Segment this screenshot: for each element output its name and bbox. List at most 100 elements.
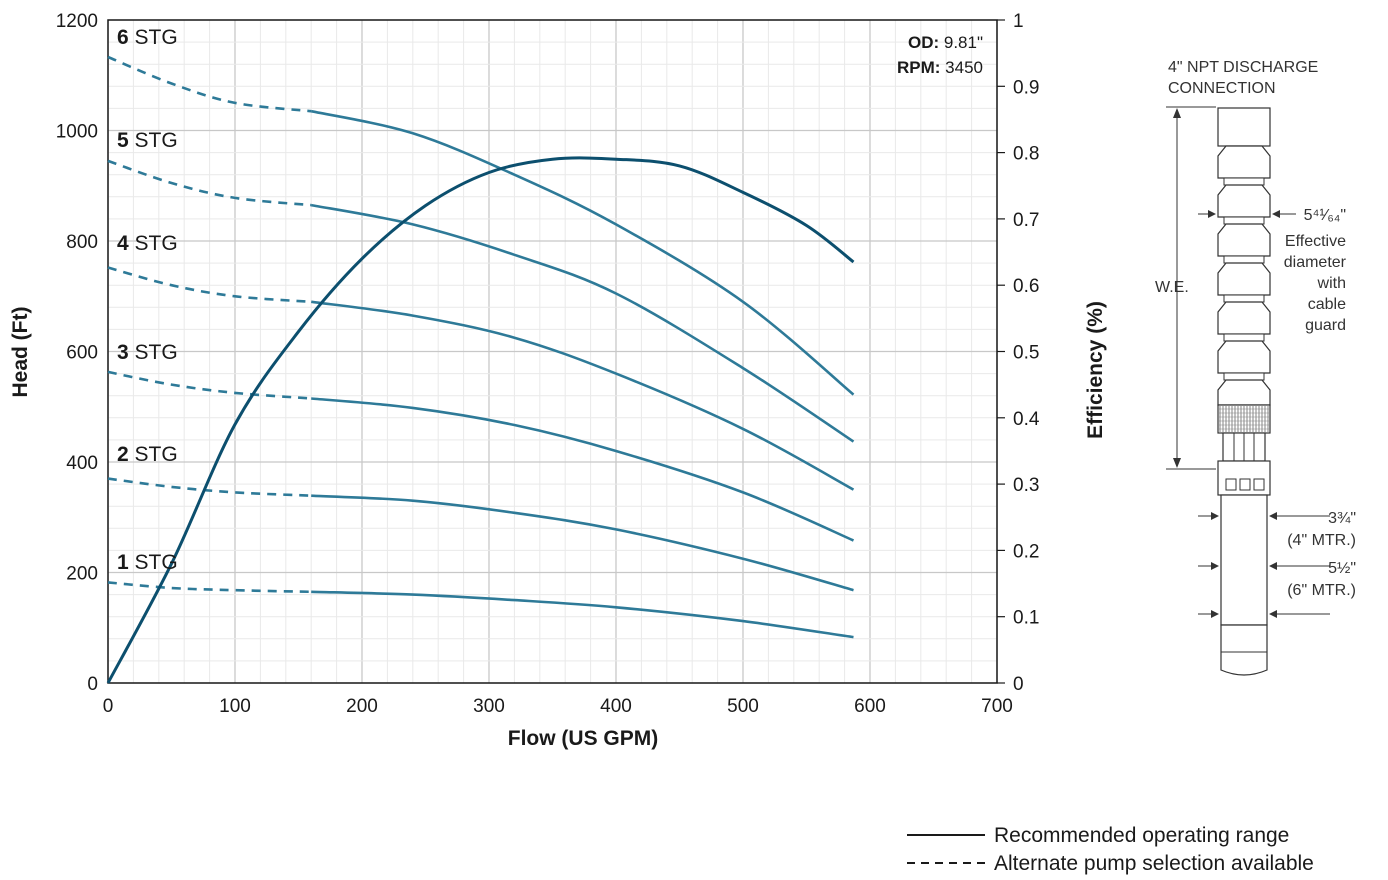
x-axis-title: Flow (US GPM) [508, 727, 659, 750]
diameter-desc-line: Effective [1285, 233, 1346, 250]
y2-axis-title: Efficiency (%) [1084, 301, 1107, 439]
stage-label: 6 STG [117, 26, 178, 49]
x-tick-label: 600 [854, 696, 886, 717]
motor6-arrow-right-head [1269, 562, 1277, 570]
motor4-arrow-right-head [1269, 512, 1277, 520]
head-curve-stage-5-dashed [107, 159, 312, 207]
efficiency-curve [106, 156, 855, 684]
od-info: OD: 9.81" [908, 33, 983, 52]
head-curve-stage-1-dashed [107, 581, 312, 594]
y-tick-label: 800 [66, 232, 98, 253]
stage-bowl [1217, 262, 1271, 296]
diameter-desc-line: cable [1308, 296, 1346, 313]
y-tick-label: 0 [87, 674, 98, 695]
y2-tick-label: 0.8 [1013, 144, 1039, 165]
diameter-desc-line: with [1317, 275, 1346, 292]
suction-bowl [1217, 379, 1271, 406]
y2-tick-label: 1 [1013, 11, 1024, 32]
head-curve-stage-3-dashed [107, 370, 312, 400]
head-curve-stage-4 [311, 300, 855, 491]
y2-tick-label: 0.1 [1013, 608, 1039, 629]
diameter-desc-line: guard [1305, 317, 1346, 334]
intake-mesh [1219, 406, 1269, 432]
motor-bottom-arrow-right-head [1269, 610, 1277, 618]
we-arrow-bottom [1173, 458, 1181, 468]
y2-tick-label: 0.4 [1013, 409, 1040, 430]
diameter-value: 5⁴¹⁄₆₄" [1304, 207, 1346, 224]
diameter-desc-line: diameter [1284, 254, 1347, 271]
curves [106, 55, 855, 684]
stage-bowls [1217, 145, 1271, 406]
bowl-neck [1223, 333, 1265, 342]
legend: Recommended operating range Alternate pu… [907, 824, 1314, 875]
stage-label: 2 STG [117, 443, 178, 466]
bowl-neck [1223, 255, 1265, 264]
y-tick-label: 1200 [56, 11, 98, 32]
axis-ticks: 0 100 200 300 400 500 600 700020040060080010001… [56, 11, 1040, 717]
discharge-label-line2: CONNECTION [1168, 80, 1276, 97]
diameter-description: Effective diameter with cable guard [1284, 233, 1347, 334]
stage-label: 1 STG [117, 551, 178, 574]
coupling-window-2 [1239, 478, 1251, 491]
stage-bowl [1217, 223, 1271, 257]
motor4-label: (4" MTR.) [1287, 532, 1356, 549]
x-tick-label: 300 [473, 696, 505, 717]
stage-label: 5 STG [117, 129, 178, 152]
head-curve-stage-2 [311, 494, 854, 592]
head-curve-stage-1 [311, 590, 854, 639]
y-tick-label: 1000 [56, 122, 98, 143]
motor6-arrow-left-head [1211, 562, 1219, 570]
bowl-neck [1223, 294, 1265, 303]
x-tick-label: 0 [103, 696, 114, 717]
stage-bowl [1217, 340, 1271, 374]
motor-bottom-arrow-left-head [1211, 610, 1219, 618]
coupling-window-3 [1253, 478, 1265, 491]
head-curve-stage-6 [310, 109, 855, 396]
bowl-neck [1223, 372, 1265, 381]
y-axis-title: Head (Ft) [9, 307, 32, 398]
y-tick-label: 400 [66, 453, 98, 474]
head-curve-stage-5 [310, 203, 855, 443]
y2-tick-label: 0.5 [1013, 343, 1039, 364]
y2-tick-label: 0.9 [1013, 77, 1039, 98]
diameter-arrow-right-head [1272, 210, 1280, 218]
head-curve-stage-6-dashed [107, 55, 312, 113]
grid [107, 19, 998, 684]
stage-label: 3 STG [117, 341, 178, 364]
discharge-head [1217, 107, 1271, 147]
motor4-value: 3¾" [1328, 510, 1356, 527]
head-curve-stage-3 [311, 397, 855, 542]
motor4-arrow-left-head [1211, 512, 1219, 520]
legend-dashed-label: Alternate pump selection available [994, 852, 1314, 875]
we-arrow-top [1173, 108, 1181, 118]
y2-tick-label: 0.3 [1013, 475, 1039, 496]
motor6-value: 5½" [1328, 560, 1356, 577]
stage-bowl [1217, 301, 1271, 335]
bowl-neck [1223, 216, 1265, 225]
x-tick-label: 100 [219, 696, 251, 717]
pump-diagram: 4" NPT DISCHARGE CONNECTION W.E. 5⁴ [1155, 59, 1356, 676]
motor6-label: (6" MTR.) [1287, 582, 1356, 599]
x-tick-label: 400 [600, 696, 632, 717]
diameter-arrow-left-head [1208, 210, 1216, 218]
y2-tick-label: 0.2 [1013, 541, 1039, 562]
coupling-window-1 [1225, 478, 1237, 491]
rpm-info: RPM: 3450 [897, 58, 983, 77]
x-tick-label: 500 [727, 696, 759, 717]
x-tick-label: 200 [346, 696, 378, 717]
legend-solid-label: Recommended operating range [994, 824, 1289, 847]
stage-label: 4 STG [117, 232, 178, 255]
stage-labels: 6 STG 5 STG 4 STG 3 STG 2 STG 1 STG [117, 26, 178, 574]
bowl-neck [1223, 177, 1265, 186]
x-tick-label: 700 [981, 696, 1013, 717]
y2-tick-label: 0.7 [1013, 210, 1039, 231]
y-tick-label: 200 [66, 564, 98, 585]
motor-body [1220, 494, 1268, 626]
y2-tick-label: 0 [1013, 674, 1024, 695]
y2-tick-label: 0.6 [1013, 276, 1039, 297]
stage-bowl [1217, 184, 1271, 218]
discharge-label-line1: 4" NPT DISCHARGE [1168, 59, 1318, 76]
we-label: W.E. [1155, 279, 1189, 296]
head-curve-stage-4-dashed [107, 266, 312, 304]
